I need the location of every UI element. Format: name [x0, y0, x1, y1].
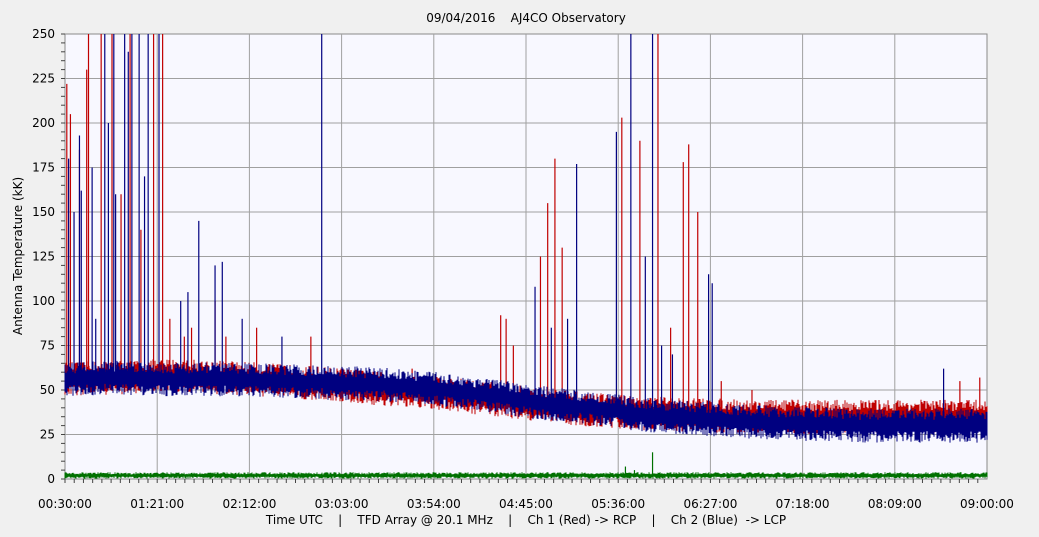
- x-tick-label: 05:36:00: [591, 497, 645, 511]
- x-tick-label: 00:30:00: [38, 497, 92, 511]
- y-tick-label: 175: [32, 161, 55, 175]
- x-axis-label: Time UTC | TFD Array @ 20.1 MHz | Ch 1 (…: [265, 513, 786, 527]
- chart-title: 09/04/2016 AJ4CO Observatory: [426, 11, 626, 25]
- x-tick-label: 06:27:00: [683, 497, 737, 511]
- x-tick-label: 04:45:00: [499, 497, 553, 511]
- y-tick-label: 50: [40, 383, 55, 397]
- series-3-band: [64, 472, 988, 479]
- y-tick-label: 0: [47, 472, 55, 486]
- x-tick-label: 08:09:00: [868, 497, 922, 511]
- x-tick-label: 07:18:00: [776, 497, 830, 511]
- y-tick-label: 150: [32, 205, 55, 219]
- x-tick-label: 02:12:00: [222, 497, 276, 511]
- x-tick-label: 03:54:00: [407, 497, 461, 511]
- y-tick-label: 200: [32, 116, 55, 130]
- grid: [61, 33, 987, 483]
- y-tick-label: 75: [40, 339, 55, 353]
- series-3: [64, 452, 988, 479]
- y-tick-label: 25: [40, 428, 55, 442]
- y-axis-label: Antenna Temperature (kK): [11, 177, 25, 335]
- y-tick-label: 125: [32, 250, 55, 264]
- x-tick-label: 09:00:00: [960, 497, 1014, 511]
- x-tick-label: 01:21:00: [130, 497, 184, 511]
- series-layer: [64, 34, 988, 479]
- y-tick-label: 225: [32, 72, 55, 86]
- series-2-band: [64, 360, 988, 443]
- y-tick-label: 100: [32, 294, 55, 308]
- series-2: [64, 34, 988, 443]
- tick-labels: 0 25 50 75 100 125 150 175 200 225 250 00:30:00 01:2…: [32, 27, 1014, 511]
- x-tick-label: 03:03:00: [315, 497, 369, 511]
- y-tick-label: 250: [32, 27, 55, 41]
